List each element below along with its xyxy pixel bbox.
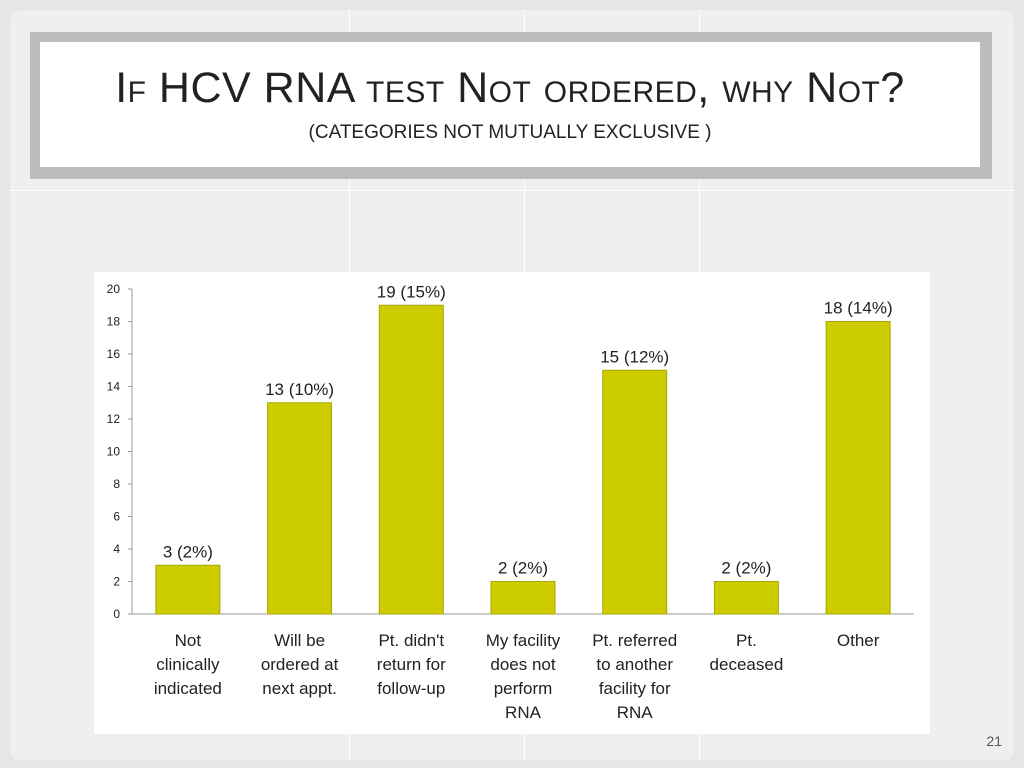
category-label: Pt. didn't	[378, 631, 444, 650]
data-label: 15 (12%)	[600, 347, 669, 366]
bar-chart: 0 2 4 6 8 10 12 14 16 18 20 3 (2%) Not clinically indi…	[107, 282, 914, 722]
bar	[713, 581, 779, 615]
data-label: 13 (10%)	[265, 380, 334, 399]
y-tick-label: 12	[107, 412, 121, 426]
bar	[490, 581, 556, 615]
page-number: 21	[986, 733, 1002, 749]
category-label: Will be	[274, 631, 325, 650]
category-label: ordered at	[261, 655, 339, 674]
title-box: If HCV RNA test Not ordered, why Not? (C…	[40, 42, 980, 167]
y-tick-label: 6	[113, 510, 120, 524]
category-label: RNA	[617, 703, 654, 722]
category-label: does not	[490, 655, 555, 674]
chart-area: 0 2 4 6 8 10 12 14 16 18 20 3 (2%) Not clinically indi…	[94, 272, 930, 734]
y-tick-label: 14	[107, 380, 121, 394]
y-tick-label: 18	[107, 315, 121, 329]
category-label: Not	[175, 631, 202, 650]
slide-title: If HCV RNA test Not ordered, why Not?	[115, 64, 905, 112]
category-label: deceased	[710, 655, 784, 674]
category-label: clinically	[156, 655, 220, 674]
bar	[155, 564, 221, 615]
category-label: My facility	[486, 631, 561, 650]
y-tick-label: 0	[113, 607, 120, 621]
y-tick-label: 2	[113, 575, 120, 589]
y-tick-label: 20	[107, 282, 121, 296]
y-tick-label: 8	[113, 477, 120, 491]
data-label: 2 (2%)	[721, 559, 771, 578]
bar	[267, 402, 333, 615]
data-label: 18 (14%)	[824, 299, 893, 318]
y-tick-label: 10	[107, 445, 121, 459]
background-divider	[10, 190, 1014, 191]
category-label: to another	[596, 655, 673, 674]
slide-subtitle: (CATEGORIES NOT MUTUALLY EXCLUSIVE )	[308, 122, 712, 143]
category-label: Other	[837, 631, 880, 650]
category-label: indicated	[154, 679, 222, 698]
category-label: next appt.	[262, 679, 337, 698]
category-label: RNA	[505, 703, 542, 722]
data-label: 3 (2%)	[163, 542, 213, 561]
data-label: 2 (2%)	[498, 559, 548, 578]
bar	[602, 369, 668, 615]
category-label: follow-up	[377, 679, 445, 698]
category-label: return for	[377, 655, 446, 674]
category-label: Pt.	[736, 631, 757, 650]
y-tick-label: 4	[113, 542, 120, 556]
category-label: perform	[494, 679, 553, 698]
category-label: facility for	[599, 679, 671, 698]
data-label: 19 (15%)	[377, 282, 446, 301]
y-tick-label: 16	[107, 347, 121, 361]
bar	[825, 321, 891, 615]
bar	[378, 304, 444, 615]
category-label: Pt. referred	[592, 631, 677, 650]
